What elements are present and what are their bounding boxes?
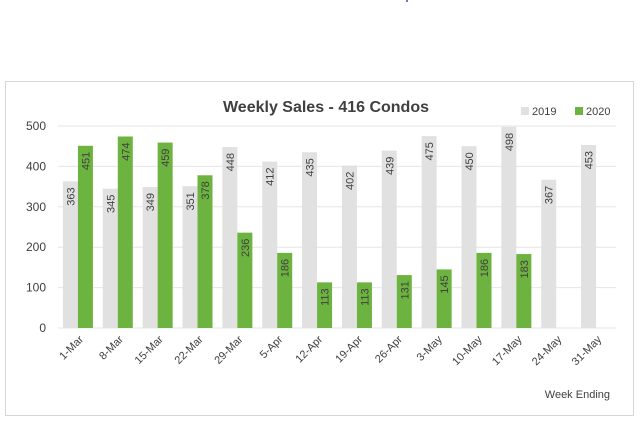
x-tick-label: 29-Mar [212,333,245,366]
data-label: 351 [185,192,197,210]
data-label: 450 [464,152,476,170]
bar-2020-15-Mar [157,142,173,328]
data-label: 113 [359,288,371,306]
bar-2020-3-May [436,269,452,328]
data-label: 451 [80,152,92,170]
x-tick-label: 12-Apr [293,333,325,365]
bar-2019-10-May [461,146,477,328]
data-label: 183 [519,260,531,278]
bar-2019-12-Apr [302,152,318,328]
gridlines [58,125,616,329]
legend-swatch-2019 [521,107,529,115]
data-label: 378 [200,181,212,199]
x-axis: 1-Mar 8-Mar 15-Mar 22-Mar 29-Mar 5-Apr 12-Apr 1… [57,333,604,368]
x-tick-label: 17-May [490,333,525,368]
data-label: 113 [320,288,332,306]
data-label: 186 [479,259,491,277]
bar-2020-10-May [476,252,492,328]
data-label: 435 [305,158,317,176]
y-axis: 0 100 200 300 400 500 [26,119,46,335]
data-label: 498 [504,133,516,151]
data-label: 145 [439,275,451,293]
bar-2019-3-May [421,136,437,328]
legend-label-2019: 2019 [532,106,556,118]
x-tick-label: 8-Mar [97,333,126,362]
data-label: 412 [265,168,277,186]
data-label: 453 [584,151,596,169]
bar-2020-8-Mar [117,136,133,328]
x-tick-label: 15-Mar [133,333,166,366]
legend: 2019 2020 [521,106,610,118]
data-label: 345 [105,195,117,213]
data-label: 459 [160,149,172,167]
bar-2020-29-Mar [237,232,253,328]
data-label: 186 [280,259,292,277]
chart-title: Weekly Sales - 416 Condos [223,99,429,116]
bar-2020-19-Apr [356,282,372,328]
data-label: 367 [544,186,556,204]
data-label: 448 [225,153,237,171]
bar-2019-17-May [501,126,517,328]
x-tick-label: 5-Apr [258,333,286,361]
decorative-dot [406,0,408,2]
bar-2019-8-Mar [102,188,118,328]
bar-2019-31-May [581,144,597,328]
legend-swatch-2020 [575,107,583,115]
bar-2019-29-Mar [222,147,238,328]
bar-2020-12-Apr [317,282,333,328]
x-tick-label: 26-Apr [373,333,405,365]
x-tick-label: 1-Mar [57,333,86,362]
data-label: 363 [65,187,77,205]
data-label: 236 [240,239,252,257]
x-axis-title: Week Ending [545,389,610,401]
bars [62,126,597,328]
y-tick-label: 400 [26,159,46,173]
bar-2020-17-May [516,254,532,328]
bar-2019-22-Mar [182,186,198,328]
y-tick-label: 100 [26,281,46,295]
x-tick-label: 3-May [415,333,445,363]
x-tick-label: 31-May [570,333,605,368]
bar-2020-1-Mar [77,145,93,328]
data-label: 475 [424,142,436,160]
data-label: 131 [399,281,411,299]
x-tick-label: 19-Apr [333,333,365,365]
legend-label-2020: 2020 [586,106,610,118]
y-tick-label: 500 [26,119,46,133]
y-tick-label: 200 [26,240,46,254]
x-tick-label: 24-May [530,333,565,368]
y-tick-label: 300 [26,200,46,214]
bar-2019-1-Mar [62,181,78,328]
x-tick-label: 10-May [450,333,485,368]
bar-2019-19-Apr [341,165,357,328]
bar-2020-26-Apr [396,275,412,328]
data-label: 402 [344,172,356,190]
bar-2019-26-Apr [381,150,397,328]
data-label: 474 [120,143,132,161]
bar-2020-5-Apr [277,252,293,328]
bar-2019-15-Mar [142,187,158,328]
bar-2020-22-Mar [197,175,213,328]
data-label: 349 [145,193,157,211]
y-tick-label: 0 [39,321,46,335]
x-tick-label: 22-Mar [172,333,205,366]
bar-2019-24-May [541,179,557,328]
bar-2019-5-Apr [262,161,278,328]
data-label: 439 [384,157,396,175]
